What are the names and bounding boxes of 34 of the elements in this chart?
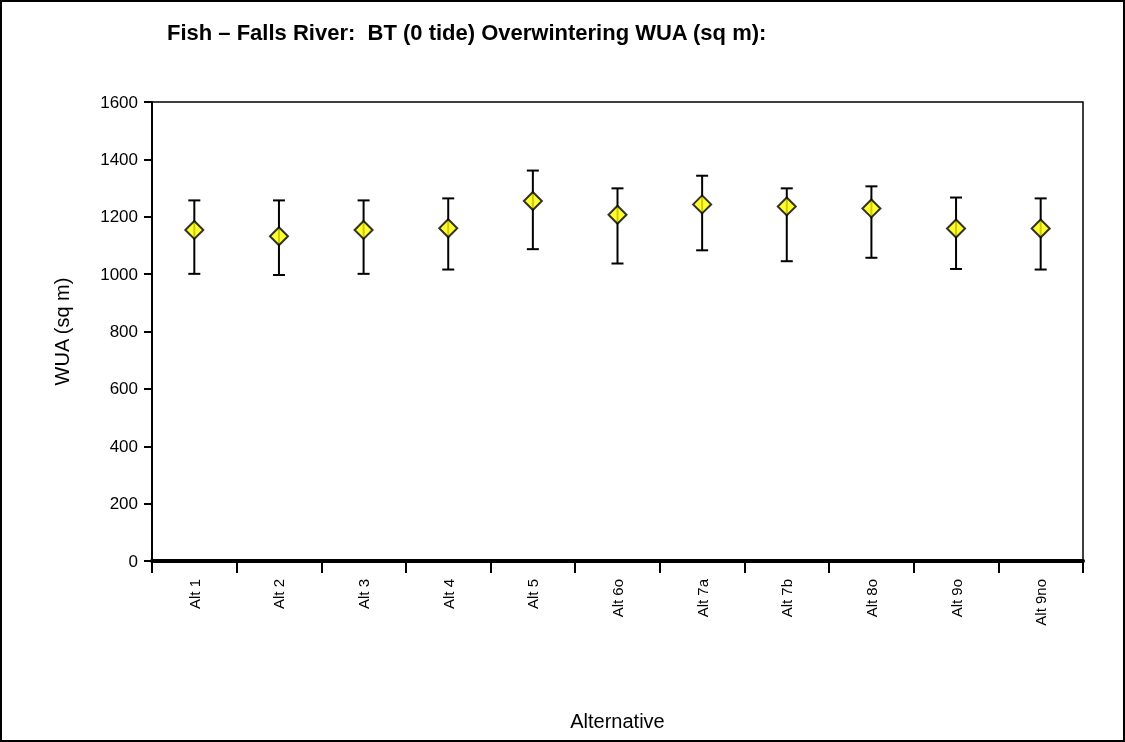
point [184, 219, 205, 240]
y-tick-label: 1200 [100, 207, 138, 227]
y-axis-title: WUA (sq m) [51, 277, 73, 386]
y-tick-label: 200 [109, 494, 138, 514]
x-tick-label: Alt 6o [609, 579, 626, 618]
x-axis-title: Alternative [570, 710, 665, 732]
point [607, 204, 628, 225]
y-tick-label: 400 [109, 436, 138, 456]
y-tick-label: 1600 [100, 92, 138, 112]
point [522, 190, 543, 211]
point [692, 194, 713, 215]
point [776, 196, 797, 217]
x-tick-label: Alt 8o [862, 579, 880, 618]
y-tick-label: 800 [109, 322, 138, 341]
point [861, 198, 882, 219]
y-tick-label: 1000 [100, 264, 138, 284]
y-tick-label: 600 [109, 379, 138, 399]
point [353, 219, 374, 240]
x-tick-label: Alt 5 [524, 579, 542, 610]
point [946, 218, 967, 239]
x-tick-label: Alt 7b [778, 579, 796, 618]
x-tick-label: Alt 4 [439, 579, 457, 610]
x-tick-label: Alt 7a [693, 578, 711, 618]
x-tick-label: Alt 1 [185, 579, 203, 610]
y-tick-label: 0 [128, 551, 138, 571]
x-tick-label: Alt 9no [1032, 579, 1050, 626]
point [268, 226, 289, 247]
point [1030, 218, 1051, 239]
x-tick-label: Alt 3 [355, 579, 373, 610]
x-tick-label: Alt 9o [947, 579, 965, 618]
chart-title: Fish – Falls River: BT (0 tide) Overwintering WUA (sq m): [167, 19, 767, 45]
y-tick-label: 1400 [100, 149, 138, 169]
x-tick-label: Alt 2 [270, 579, 288, 610]
point [438, 218, 459, 239]
